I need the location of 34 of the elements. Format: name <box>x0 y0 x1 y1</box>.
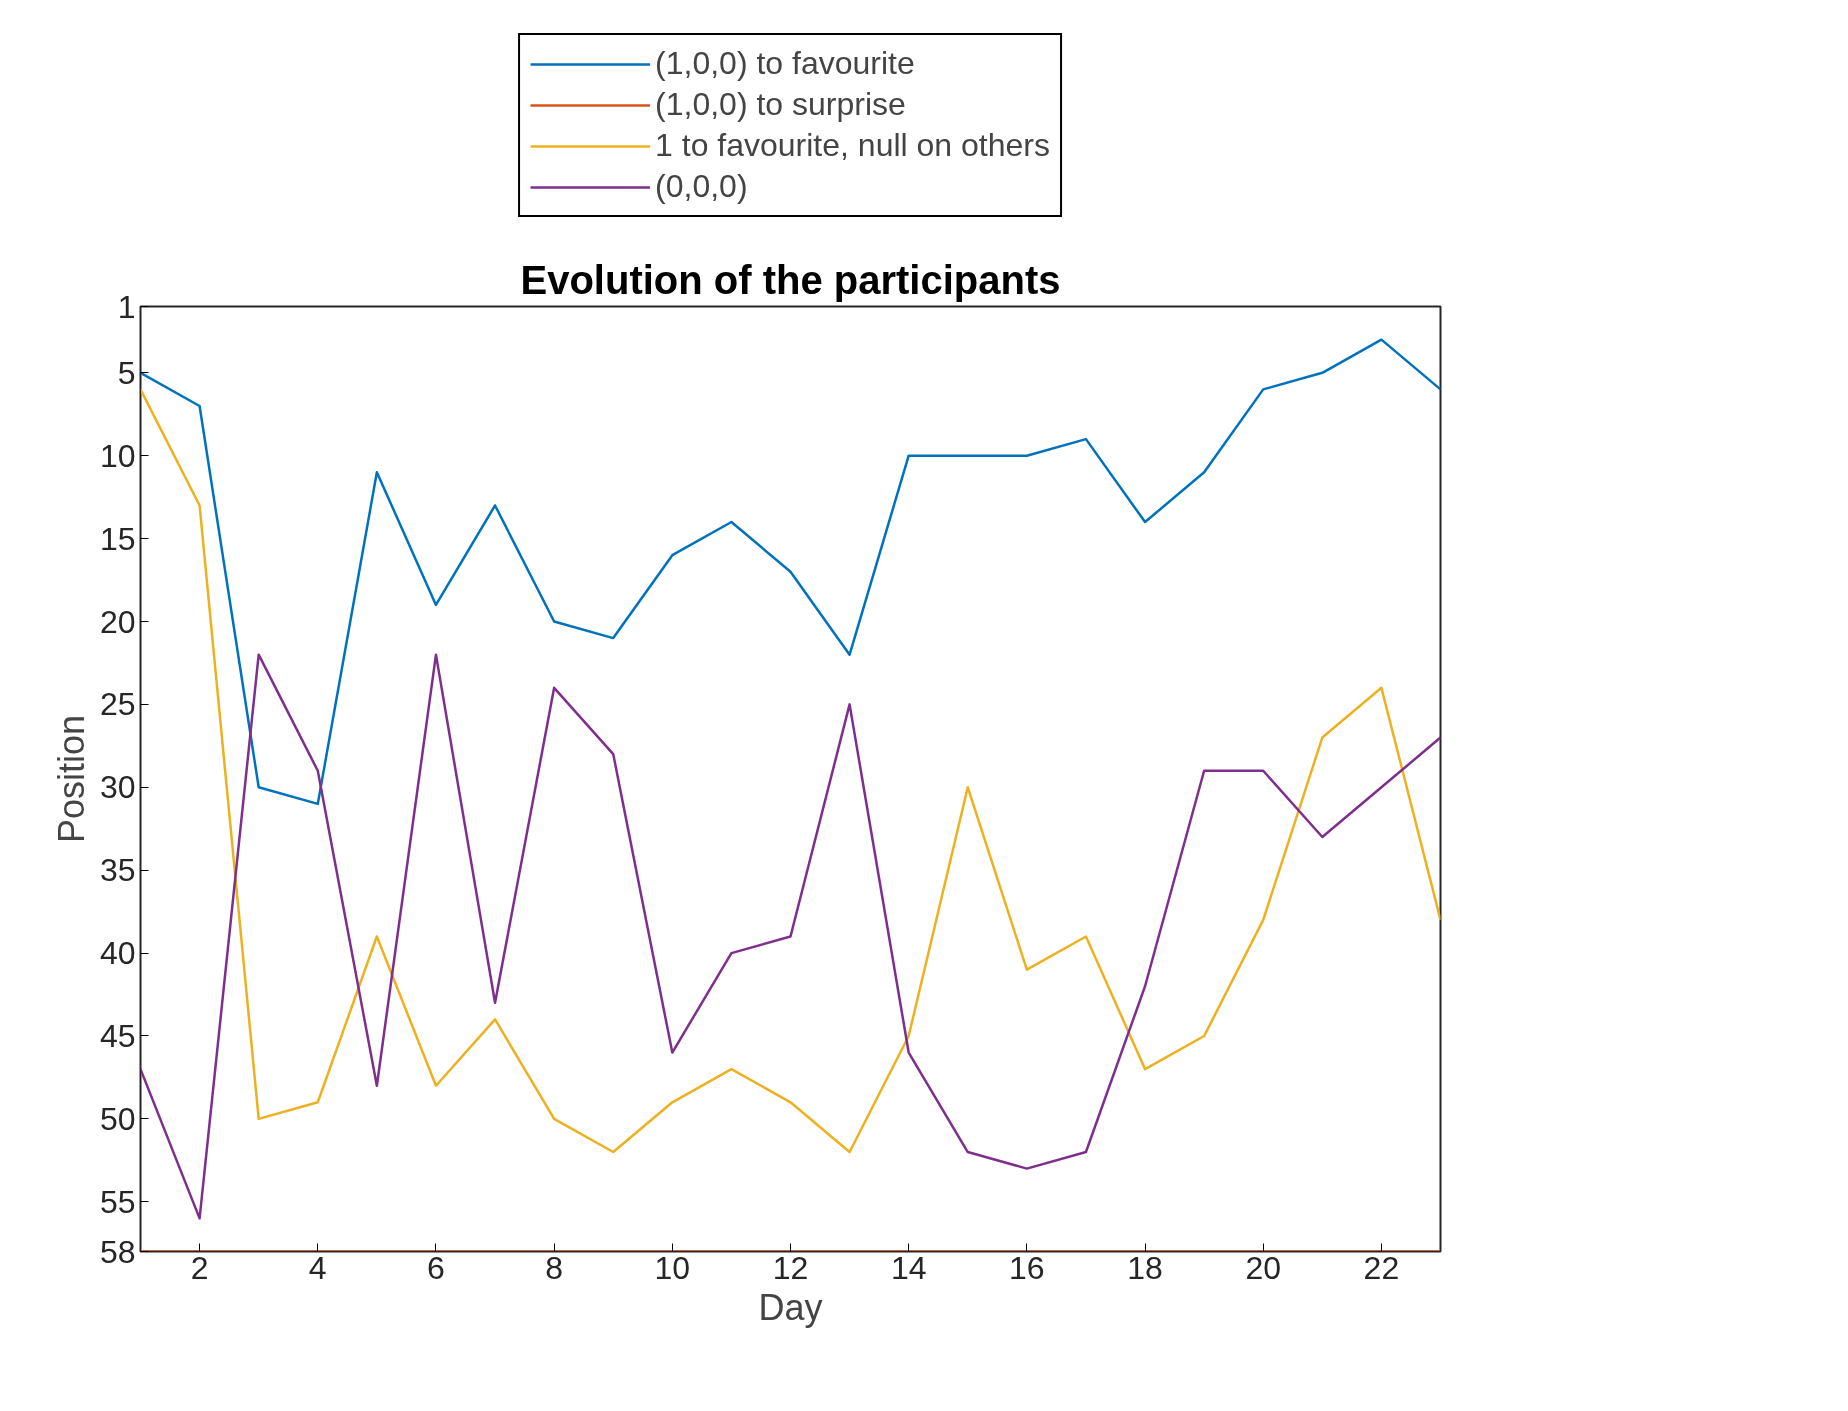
x-tick-label: 22 <box>1363 1249 1400 1286</box>
y-tick-label: 25 <box>99 686 136 723</box>
y-tick-label: 40 <box>99 935 136 972</box>
y-axis-title: Position <box>50 714 92 844</box>
line-series <box>140 388 1441 1154</box>
x-tick-label: 16 <box>1009 1249 1045 1286</box>
x-tick-label: 12 <box>772 1249 809 1286</box>
y-tick-label: 1 <box>117 288 136 325</box>
x-tick-label: 14 <box>890 1249 927 1286</box>
y-tick-label: 50 <box>99 1100 136 1137</box>
x-tick-label: 6 <box>427 1249 445 1286</box>
x-tick-label: 20 <box>1245 1249 1282 1286</box>
y-tick-label: 15 <box>99 520 136 557</box>
y-tick-label: 30 <box>99 769 136 806</box>
chart-title: Evolution of the participants <box>520 257 1061 302</box>
legend-label: (1,0,0) to surprise <box>655 86 906 123</box>
y-tick-label: 5 <box>117 354 136 391</box>
x-tick-label: 18 <box>1127 1249 1163 1286</box>
y-tick-label: 10 <box>99 437 136 474</box>
x-axis-title: Day <box>758 1286 823 1328</box>
legend-label: (0,0,0) <box>655 168 748 205</box>
legend-label: (1,0,0) to favourite <box>655 45 915 82</box>
y-tick-label: 58 <box>99 1233 136 1270</box>
x-tick-label: 8 <box>545 1249 564 1286</box>
y-tick-label: 35 <box>99 852 136 889</box>
x-tick-label: 10 <box>654 1249 691 1286</box>
x-tick-label: 2 <box>190 1249 209 1286</box>
x-tick-label: 4 <box>308 1249 327 1286</box>
y-tick-label: 45 <box>99 1017 136 1054</box>
y-tick-label: 55 <box>99 1183 136 1220</box>
line-series <box>140 338 1441 806</box>
line-series <box>140 653 1441 1220</box>
y-tick-label: 20 <box>99 603 136 640</box>
legend-label: 1 to favourite, null on others <box>655 127 1050 164</box>
